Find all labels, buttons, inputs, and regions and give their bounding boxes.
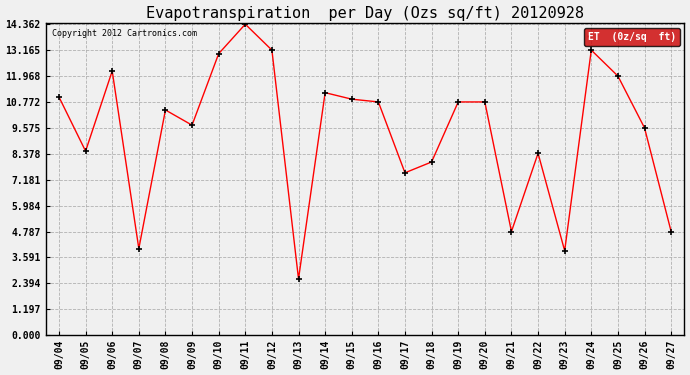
Legend: ET  (0z/sq  ft): ET (0z/sq ft) [584,28,680,46]
Title: Evapotranspiration  per Day (Ozs sq/ft) 20120928: Evapotranspiration per Day (Ozs sq/ft) 2… [146,6,584,21]
Text: Copyright 2012 Cartronics.com: Copyright 2012 Cartronics.com [52,29,197,38]
